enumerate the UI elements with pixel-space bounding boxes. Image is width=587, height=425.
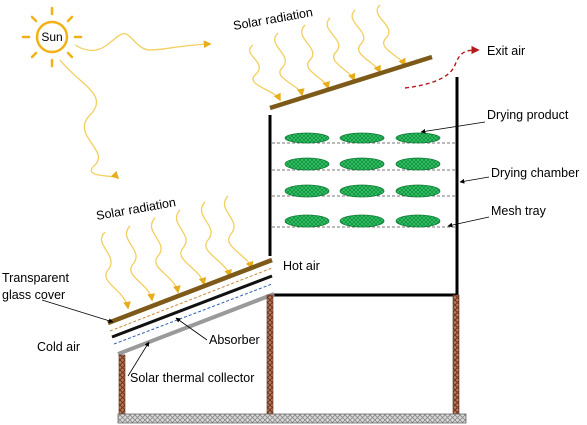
drying-products: [284, 132, 441, 228]
product-item: [395, 184, 441, 198]
absorber-pointer: [175, 317, 208, 341]
drying-chamber-pointer: [459, 176, 490, 184]
product-item: [339, 132, 385, 144]
drying-chamber-walls: [268, 77, 459, 297]
product-item: [395, 132, 441, 144]
cold-air-label: Cold air: [37, 340, 80, 354]
hot-air-label: Hot air: [283, 259, 320, 273]
support-posts: [118, 294, 460, 416]
product-item: [339, 184, 385, 198]
product-item: [395, 214, 441, 228]
transparent-cover-label-1: Transparent: [2, 271, 69, 285]
glass-cover-pointer: [41, 299, 114, 324]
sun-rays: [59, 33, 212, 180]
collector-pointer: [127, 341, 150, 377]
glass-cover: [107, 257, 273, 326]
absorber-plate: [111, 274, 273, 339]
mesh-tray-label: Mesh tray: [491, 204, 547, 218]
drying-chamber-label: Drying chamber: [491, 166, 579, 180]
product-item: [284, 157, 330, 171]
product-item: [284, 184, 330, 198]
transparent-cover-label-2: glass cover: [2, 288, 65, 302]
collector-label: Solar thermal collector: [130, 371, 254, 385]
sun-label: Sun: [41, 30, 62, 44]
product-item: [284, 132, 330, 144]
radiation-rays-left: [100, 195, 254, 310]
product-item: [284, 214, 330, 228]
ground-slab: [117, 413, 467, 424]
air-gap-bottom: [113, 283, 273, 345]
radiation-rays-top: [249, 4, 406, 102]
product-item: [339, 214, 385, 228]
solar-radiation-label-left: Solar radiation: [95, 195, 177, 223]
product-item: [395, 157, 441, 171]
chamber-roof: [269, 54, 433, 111]
air-gap-top: [109, 267, 273, 332]
drying-product-pointer: [420, 121, 486, 134]
sun-icon: [21, 6, 83, 68]
product-item: [339, 157, 385, 171]
absorber-label: Absorber: [209, 333, 260, 347]
drying-product-label: Drying product: [487, 108, 569, 122]
exit-air-arrow: [404, 45, 480, 89]
exit-air-label: Exit air: [487, 44, 525, 58]
collector-plate: [117, 292, 275, 356]
mesh-tray-pointer: [447, 216, 490, 228]
